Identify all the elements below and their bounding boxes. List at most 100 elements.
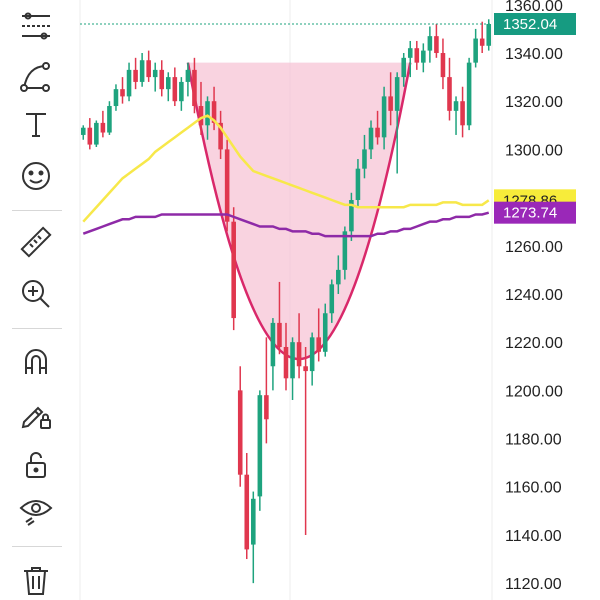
ruler-icon[interactable] — [12, 222, 60, 262]
trend-lines-icon[interactable] — [12, 6, 60, 46]
candle-body — [486, 24, 492, 46]
eye-icon[interactable] — [12, 490, 60, 530]
candle-body — [133, 69, 138, 82]
chart-area[interactable]: 1360.001340.001320.001300.001280.001260.… — [74, 0, 600, 600]
y-tick-label: 1240.00 — [505, 287, 563, 304]
candle-body — [152, 69, 158, 78]
candle-body — [316, 337, 321, 352]
y-tick-label: 1260.00 — [505, 239, 563, 256]
last-price-tag: 1352.04 — [494, 13, 576, 35]
candle-body — [251, 498, 256, 545]
candle-body — [414, 48, 420, 63]
emoji-icon[interactable] — [12, 156, 60, 196]
candle-body — [401, 57, 407, 78]
price-chart[interactable]: 1360.001340.001320.001300.001280.001260.… — [74, 0, 600, 600]
candle-body — [172, 77, 178, 102]
candle-body — [80, 127, 86, 135]
candle-body — [257, 395, 263, 497]
candle-body — [198, 106, 204, 126]
candle-body — [473, 38, 478, 63]
ma-purple-label: 1273.74 — [503, 205, 557, 222]
toolbar-divider — [12, 328, 62, 329]
lock-icon[interactable] — [12, 444, 60, 484]
candle-body — [440, 53, 446, 78]
pencil-lock-icon[interactable] — [12, 394, 60, 434]
candle-body — [237, 390, 243, 475]
candle-body — [165, 77, 171, 90]
candle-body — [466, 62, 472, 126]
toolbar-divider — [12, 210, 62, 211]
candle-body — [355, 168, 361, 200]
ma-line — [82, 114, 490, 223]
price-axis: 1360.001340.001320.001300.001280.001260.… — [505, 0, 563, 593]
candle-body — [381, 96, 387, 138]
candle-body — [113, 89, 119, 107]
candle-body — [434, 36, 439, 54]
candle-body — [139, 60, 145, 82]
ma-line — [82, 211, 490, 238]
shapes-icon[interactable] — [12, 56, 60, 96]
candle-body — [329, 284, 335, 314]
candle-body — [336, 269, 341, 285]
candle-body — [375, 127, 380, 138]
candle-body — [277, 322, 282, 347]
candle-body — [244, 474, 250, 550]
toolbar-divider — [12, 546, 62, 547]
candle-body — [447, 77, 452, 111]
y-tick-label: 1200.00 — [505, 383, 563, 400]
candle-body — [427, 36, 433, 51]
y-tick-label: 1300.00 — [505, 142, 563, 159]
candle-body — [205, 101, 210, 126]
candle-body — [270, 322, 276, 367]
candle-body — [479, 38, 485, 46]
candle-body — [349, 200, 354, 232]
y-tick-label: 1140.00 — [505, 528, 562, 545]
candle-body — [421, 50, 426, 63]
price-tags: 1352.04 1278.86 1273.74 — [494, 13, 576, 224]
candle-body — [388, 96, 393, 111]
candle-body — [362, 149, 367, 169]
ma-purple-tag: 1273.74 — [494, 201, 576, 224]
candle-body — [303, 366, 308, 372]
candle-body — [211, 101, 217, 123]
candle-body — [87, 127, 93, 145]
candle-body — [309, 337, 315, 372]
y-tick-label: 1160.00 — [505, 480, 562, 497]
last-price-label: 1352.04 — [503, 16, 557, 33]
y-tick-label: 1220.00 — [505, 335, 563, 352]
candle-body — [185, 69, 191, 82]
candle-body — [342, 231, 348, 270]
candle-body — [126, 69, 132, 97]
moving-averages — [80, 23, 492, 238]
candle-body — [107, 106, 112, 133]
candle-body — [146, 60, 151, 78]
candle-body — [290, 342, 295, 379]
candle-body — [159, 69, 165, 90]
candle-body — [283, 346, 289, 379]
candle-body — [218, 122, 223, 150]
candle-body — [231, 221, 236, 319]
zoom-in-icon[interactable] — [12, 274, 60, 314]
candle-body — [407, 48, 413, 58]
y-tick-label: 1180.00 — [505, 432, 562, 449]
candle-body — [453, 101, 459, 111]
candle-body — [460, 101, 465, 126]
y-tick-label: 1320.00 — [505, 94, 563, 111]
trash-icon[interactable] — [12, 560, 60, 600]
drawing-toolbar — [0, 0, 74, 600]
candle-body — [179, 81, 184, 102]
candle-body — [296, 342, 302, 367]
candle-body — [394, 77, 400, 111]
text-icon[interactable] — [12, 104, 60, 144]
candle-body — [322, 313, 328, 352]
y-tick-label: 1360.00 — [505, 0, 563, 15]
candle-body — [94, 122, 99, 145]
candle-body — [120, 89, 125, 97]
y-tick-label: 1340.00 — [505, 46, 563, 63]
candle-body — [100, 122, 106, 133]
candle-body — [368, 127, 374, 150]
y-tick-label: 1120.00 — [505, 576, 562, 593]
candles — [80, 19, 492, 584]
magnet-icon[interactable] — [12, 342, 60, 382]
candle-body — [192, 69, 197, 107]
